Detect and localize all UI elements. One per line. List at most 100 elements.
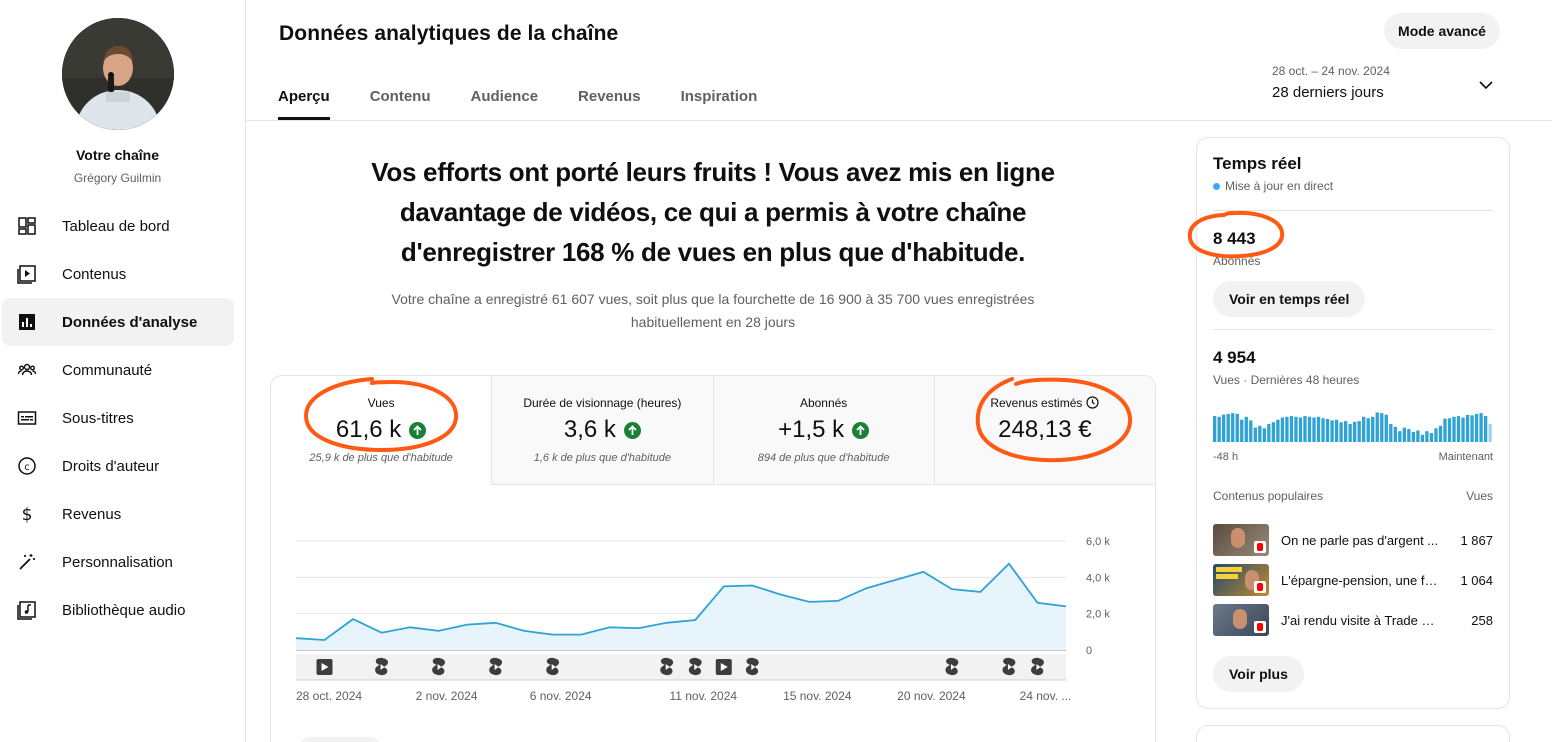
sparkline-bar xyxy=(1474,413,1479,442)
popular-item[interactable]: L'épargne-pension, une fa... 1 064 xyxy=(1213,564,1493,596)
sparkline-bar xyxy=(1285,416,1289,442)
sidebar-item-audio-library[interactable]: Bibliothèque audio xyxy=(2,586,234,634)
sparkline-bar xyxy=(1249,420,1253,442)
realtime-views-label: Vues · Dernières 48 heures xyxy=(1213,373,1360,387)
metric-subscribers[interactable]: Abonnés +1,5 k 894 de plus que d'habitud… xyxy=(712,376,934,485)
sparkline-bar xyxy=(1461,417,1465,442)
advanced-mode-button[interactable]: Mode avancé xyxy=(1384,13,1500,49)
tab-overview[interactable]: Aperçu xyxy=(278,80,330,120)
sparkline-bar xyxy=(1416,430,1420,442)
sidebar-item-revenue[interactable]: $ Revenus xyxy=(2,490,234,538)
sparkline-bar xyxy=(1353,421,1357,442)
play-icon xyxy=(321,663,329,671)
sidebar-item-customization[interactable]: Personnalisation xyxy=(2,538,234,586)
sparkline-bar xyxy=(1226,413,1230,442)
metric-label: Abonnés xyxy=(799,395,848,410)
sidebar-item-content[interactable]: Contenus xyxy=(2,250,234,298)
metric-value: +1,5 k xyxy=(714,414,934,446)
popular-content-header: Contenus populaires xyxy=(1213,489,1324,503)
live-indicator: Mise à jour en direct xyxy=(1213,179,1333,193)
play-icon xyxy=(694,664,699,670)
sidebar-item-community[interactable]: Communauté xyxy=(2,346,234,394)
chevron-down-icon[interactable] xyxy=(1476,76,1496,94)
shorts-icon xyxy=(1254,541,1266,553)
sidebar-item-subtitles[interactable]: Sous-titres xyxy=(2,394,234,442)
sparkline-bar xyxy=(1407,429,1411,442)
insight-headline: Vos efforts ont porté leurs fruits ! Vou… xyxy=(371,157,1055,267)
sparkline-bar xyxy=(1375,412,1379,442)
insight-description: Votre chaîne a enregistré 61 607 vues, s… xyxy=(391,291,1035,330)
sparkline-bar xyxy=(1244,416,1248,442)
sparkline-bar xyxy=(1262,428,1266,442)
sparkline-bar xyxy=(1339,422,1343,442)
sparkline-bar xyxy=(1303,416,1307,442)
shorts-icon xyxy=(1254,581,1266,593)
arrow-up-icon xyxy=(409,421,427,439)
sidebar-item-label: Données d'analyse xyxy=(62,313,198,331)
date-period-selector[interactable]: 28 derniers jours xyxy=(1272,84,1384,101)
sparkline-bar xyxy=(1298,417,1303,442)
metric-label: Durée de visionnage (heures) xyxy=(523,395,682,410)
metric-views[interactable]: Vues 61,6 k 25,9 k de plus que d'habitud… xyxy=(271,376,492,485)
tab-revenue[interactable]: Revenus xyxy=(578,88,641,105)
page-title: Données analytiques de la chaîne xyxy=(279,22,619,45)
metric-label: Revenus estimés xyxy=(935,395,1155,410)
clock-icon xyxy=(1086,396,1099,409)
sidebar-item-dashboard[interactable]: Tableau de bord xyxy=(2,202,234,250)
see-more-button[interactable]: Voir plus xyxy=(1213,656,1304,692)
metric-label-text: Revenus estimés xyxy=(990,395,1083,410)
dollar-icon: $ xyxy=(16,503,38,525)
metric-watch-time[interactable]: Durée de visionnage (heures) 3,6 k 1,6 k… xyxy=(491,376,713,485)
sparkline-bar xyxy=(1316,416,1321,442)
metric-value-text: 248,13 € xyxy=(998,416,1092,443)
see-more-pill[interactable] xyxy=(300,737,380,742)
sidebar-item-copyright[interactable]: c Droits d'auteur xyxy=(2,442,234,490)
sidebar-item-label: Sous-titres xyxy=(62,409,134,427)
popular-item[interactable]: J'ai rendu visite à Trade Re... 258 xyxy=(1213,604,1493,636)
view-realtime-button[interactable]: Voir en temps réel xyxy=(1213,281,1366,317)
dashboard-icon xyxy=(16,215,38,237)
tab-audience[interactable]: Audience xyxy=(470,88,539,105)
sidebar-item-label: Tableau de bord xyxy=(62,217,170,235)
sparkline-bar xyxy=(1253,427,1257,442)
subtitles-icon xyxy=(16,407,38,429)
analytics-icon xyxy=(16,311,38,333)
sparkline-bar xyxy=(1321,418,1325,442)
metric-value: 3,6 k xyxy=(492,414,712,446)
sparkline-axis-start: -48 h xyxy=(1213,451,1239,463)
audio-library-icon xyxy=(16,599,38,621)
sidebar-item-label: Revenus xyxy=(62,505,122,523)
y-tick-label: 2,0 k xyxy=(1086,609,1110,621)
play-icon xyxy=(950,664,955,670)
sparkline-bar xyxy=(1240,419,1244,442)
svg-text:c: c xyxy=(24,462,30,473)
realtime-views-value: 4 954 xyxy=(1213,348,1256,367)
metric-tabs: Vues 61,6 k 25,9 k de plus que d'habitud… xyxy=(271,376,1155,485)
sparkline-bar xyxy=(1425,431,1429,442)
channel-name: Grégory Guilmin xyxy=(73,171,162,185)
sidebar-item-analytics[interactable]: Données d'analyse xyxy=(2,298,234,346)
sparkline-bar xyxy=(1393,426,1397,442)
tab-inspiration[interactable]: Inspiration xyxy=(680,88,758,105)
metric-revenue[interactable]: Revenus estimés 248,13 € xyxy=(933,376,1155,485)
sparkline-bar xyxy=(1447,418,1452,442)
sparkline-bar xyxy=(1420,434,1425,442)
tab-content[interactable]: Contenu xyxy=(369,88,431,105)
play-icon xyxy=(751,664,756,670)
y-tick-label: 4,0 k xyxy=(1086,572,1110,584)
sparkline-axis-end: Maintenant xyxy=(1438,451,1493,463)
popular-item[interactable]: On ne parle pas d'argent ... 1 867 xyxy=(1213,524,1493,556)
overview-card: Vues 61,6 k 25,9 k de plus que d'habitud… xyxy=(270,375,1156,742)
metric-value-text: +1,5 k xyxy=(778,416,845,443)
sparkline-bar xyxy=(1258,425,1262,442)
sparkline-bar xyxy=(1456,416,1461,442)
community-icon xyxy=(16,359,38,381)
sparkline-bar xyxy=(1271,422,1276,442)
date-range[interactable]: 28 oct. – 24 nov. 2024 xyxy=(1272,64,1390,78)
avatar[interactable] xyxy=(62,18,174,130)
popular-views-header: Vues xyxy=(1466,489,1493,503)
x-tick-label: 15 nov. 2024 xyxy=(783,689,852,703)
sparkline-bar xyxy=(1235,413,1239,442)
popular-item-title: On ne parle pas d'argent ... xyxy=(1281,532,1439,548)
sparkline-bar xyxy=(1452,416,1456,442)
